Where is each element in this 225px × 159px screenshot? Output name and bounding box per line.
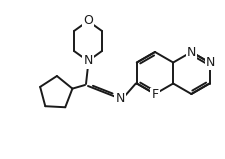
Text: F: F	[151, 89, 159, 101]
Text: N: N	[83, 55, 93, 68]
Text: O: O	[83, 14, 93, 28]
Text: N: N	[187, 45, 196, 59]
Text: N: N	[115, 93, 125, 106]
Text: N: N	[206, 56, 215, 69]
